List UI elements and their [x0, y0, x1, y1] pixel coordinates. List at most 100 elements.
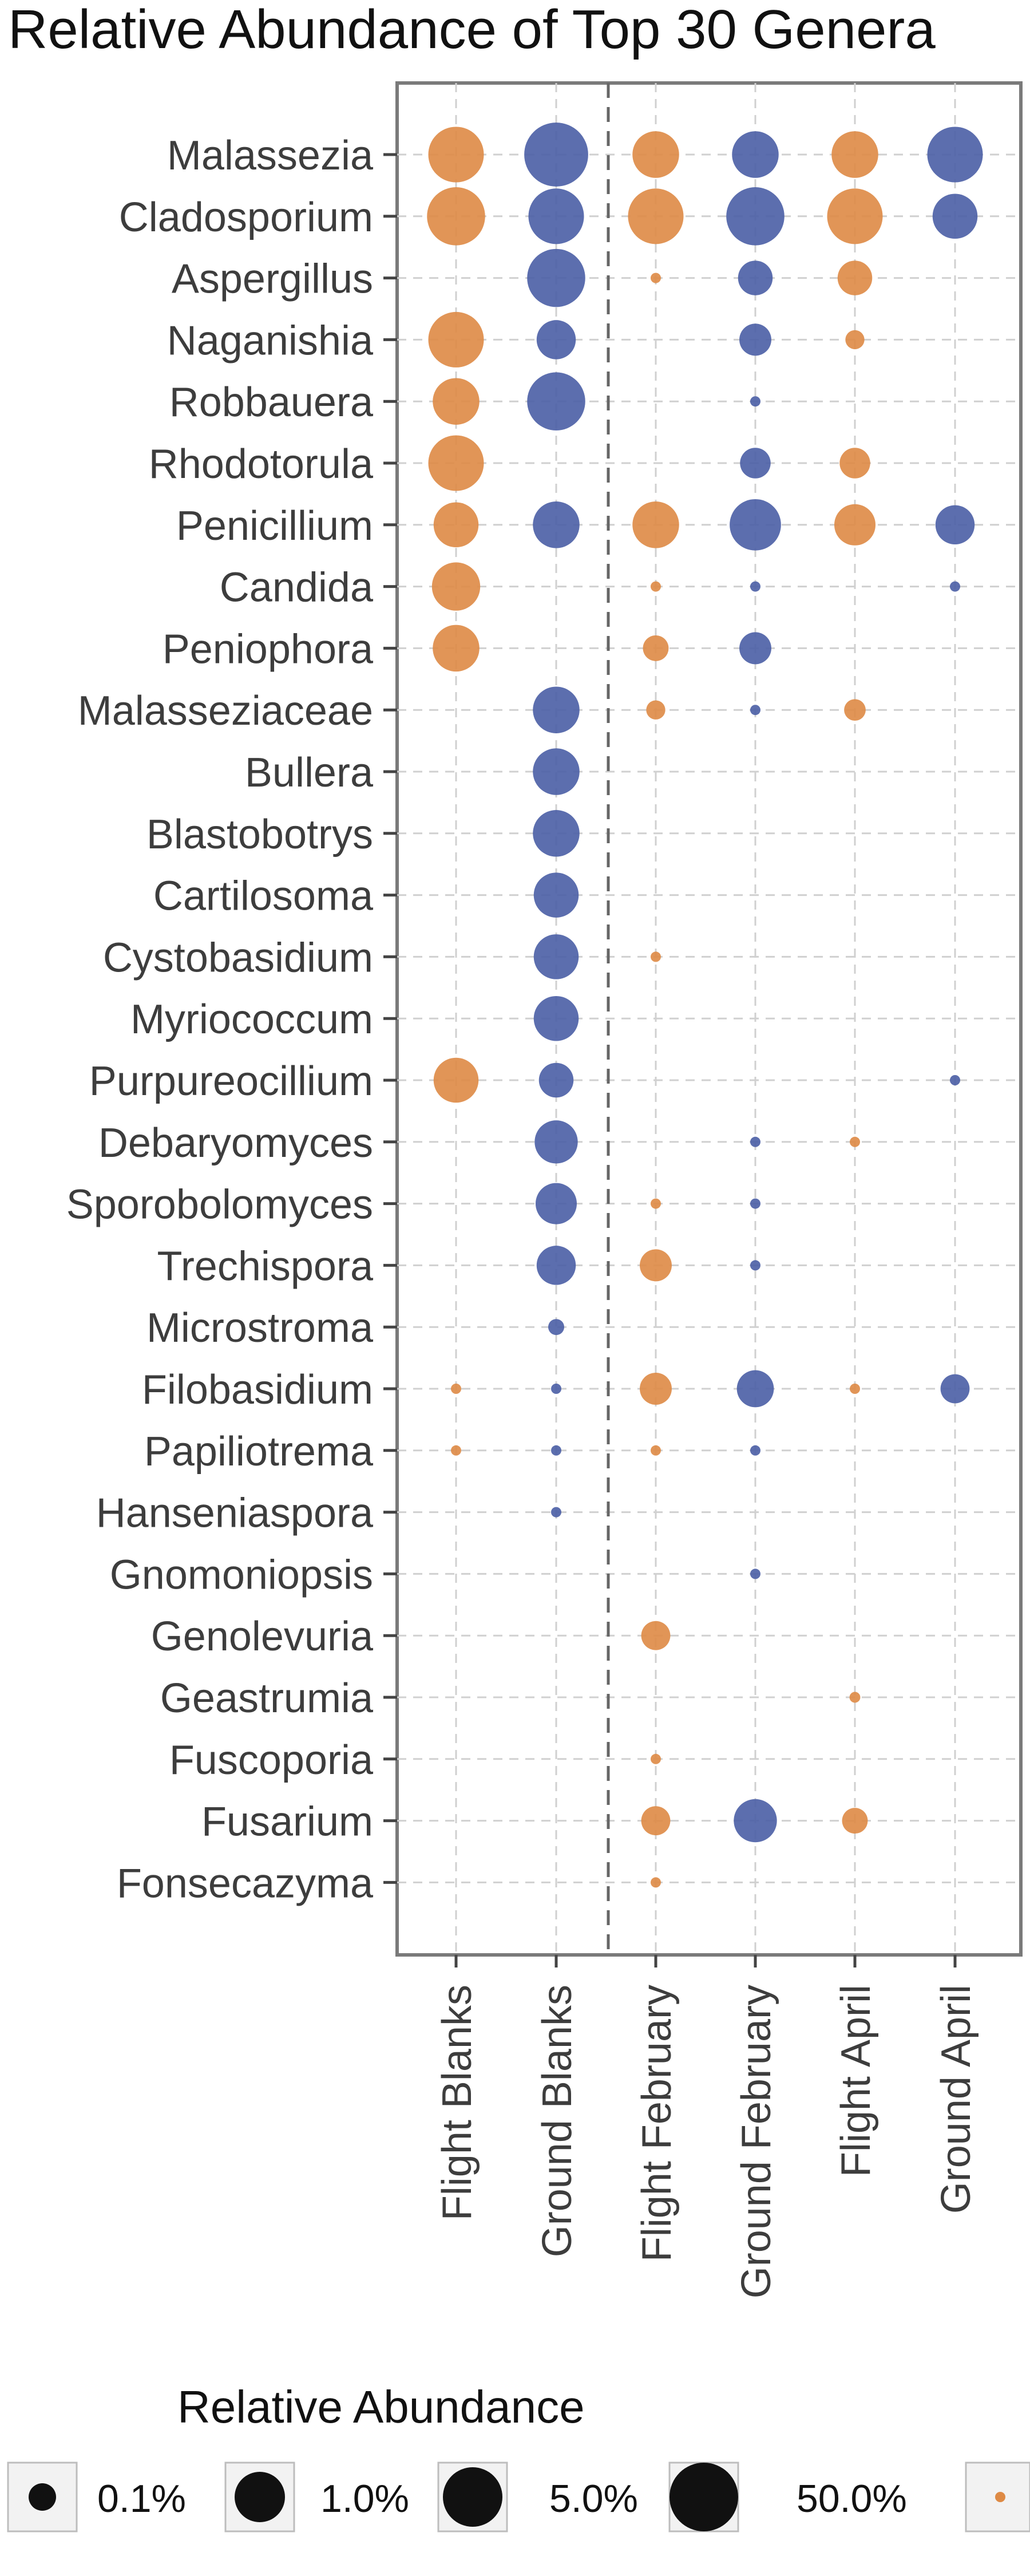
y-tick-label: Cystobasidium [103, 935, 373, 981]
bubble-malassezia-flight-april [831, 131, 878, 178]
legend-size-circle [29, 2483, 56, 2511]
bubble-robbauera-ground-blanks [527, 372, 585, 430]
x-tick-label: Flight April [833, 1985, 879, 2177]
bubble-peniophora-flight-february [643, 635, 669, 661]
bubble-malassezia-ground-blanks [524, 123, 588, 187]
bubble-naganishia-ground-blanks [536, 320, 576, 359]
bubble-candida-ground-april [950, 581, 960, 592]
x-tick-label: Ground February [734, 1985, 779, 2298]
x-tick-label: Flight Blanks [434, 1985, 480, 2221]
bubble-papiliotrema-flight-february [651, 1445, 661, 1456]
y-tick-label: Genolevuria [151, 1614, 374, 1660]
y-tick-label: Fuscoporia [169, 1737, 374, 1783]
bubble-filobasidium-flight-february [640, 1373, 672, 1405]
legend-size-circle [443, 2467, 502, 2527]
bubble-aspergillus-flight-april [837, 260, 873, 295]
bubble-malasseziaceae-flight-april [844, 699, 866, 721]
bubble-gnomoniopsis-ground-february [750, 1568, 760, 1579]
bubble-naganishia-ground-february [739, 323, 771, 356]
y-tick-label: Trechispora [157, 1243, 374, 1289]
x-tick-label: Flight February [634, 1985, 680, 2262]
bubble-trechispora-ground-blanks [536, 1246, 576, 1285]
y-tick-label: Aspergillus [172, 256, 373, 302]
y-tick-label: Geastrumia [160, 1676, 374, 1721]
bubble-malasseziaceae-ground-blanks [533, 686, 580, 733]
y-tick-label: Hanseniaspora [96, 1491, 374, 1536]
bubble-sporobolomyces-ground-february [750, 1198, 760, 1209]
bubble-malassezia-ground-february [732, 131, 779, 178]
bubble-cladosporium-ground-april [932, 193, 978, 239]
bubble-filobasidium-ground-april [940, 1374, 970, 1404]
bubble-penicillium-flight-february [632, 501, 679, 548]
y-tick-label: Papiliotrema [144, 1429, 374, 1475]
y-tick-label: Purpureocillium [89, 1058, 373, 1104]
bubble-hanseniaspora-ground-blanks [551, 1507, 561, 1518]
x-tick-label: Ground April [933, 1985, 979, 2214]
bubble-bullera-ground-blanks [533, 748, 580, 795]
y-tick-label: Debaryomyces [98, 1120, 373, 1166]
bubble-malasseziaceae-ground-february [750, 705, 760, 716]
x-axis-labels: Flight Blanks Ground Blanks Flight Februar… [434, 1955, 979, 2298]
y-tick-label: Fusarium [201, 1799, 373, 1845]
legend-size-circle [235, 2472, 285, 2522]
bubble-rhodotorula-ground-february [740, 448, 771, 479]
legend-label: 0.1% [97, 2477, 186, 2520]
x-tick-label: Ground Blanks [534, 1985, 580, 2257]
y-tick-label: Cladosporium [119, 195, 373, 240]
bubble-geastrumia-flight-april [849, 1692, 861, 1703]
bubble-fonsecazyma-flight-february [651, 1877, 661, 1888]
bubble-naganishia-flight-blanks [428, 311, 484, 368]
bubble-aspergillus-flight-february [651, 272, 661, 283]
bubble-cladosporium-ground-february [726, 187, 785, 246]
bubble-cladosporium-ground-blanks [528, 188, 584, 244]
bubble-purpureocillium-flight-blanks [433, 1057, 479, 1103]
bubble-malassezia-ground-april [927, 127, 983, 183]
bubble-debaryomyces-ground-february [750, 1136, 760, 1147]
bubble-aspergillus-ground-blanks [527, 248, 585, 307]
y-tick-label: Candida [220, 565, 374, 611]
bubble-layer [427, 123, 983, 1888]
bubble-fusarium-flight-february [641, 1806, 671, 1836]
bubble-cystobasidium-ground-blanks [533, 934, 579, 979]
bubble-peniophora-flight-blanks [433, 625, 480, 672]
bubble-purpureocillium-ground-blanks [538, 1062, 574, 1098]
y-axis-labels: Malassezia Cladosporium Aspergillus Naganis… [66, 133, 397, 1906]
bubble-papiliotrema-flight-blanks [451, 1445, 461, 1456]
legend-label: 1.0% [320, 2477, 409, 2520]
bubble-microstroma-ground-blanks [548, 1319, 564, 1336]
bubble-penicillium-flight-blanks [433, 502, 479, 548]
bubble-penicillium-flight-april [834, 504, 876, 546]
bubble-malasseziaceae-flight-february [646, 700, 665, 720]
y-tick-label: Robbauera [169, 380, 374, 425]
y-tick-label: Myriococcum [130, 997, 373, 1042]
grid-lines [397, 83, 1021, 1955]
legend-label: 5.0% [549, 2477, 638, 2520]
bubble-candida-flight-february [651, 581, 661, 592]
bubble-papiliotrema-ground-blanks [551, 1445, 561, 1456]
y-tick-label: Gnomoniopsis [110, 1552, 373, 1598]
bubble-genolevuria-flight-february [641, 1621, 671, 1650]
bubble-fusarium-flight-april [842, 1808, 868, 1834]
bubble-filobasidium-ground-february [736, 1370, 774, 1408]
y-tick-label: Naganishia [167, 318, 374, 364]
bubble-cartilosoma-ground-blanks [533, 872, 579, 918]
bubble-trechispora-ground-february [750, 1260, 760, 1271]
bubble-penicillium-ground-april [935, 505, 975, 545]
y-tick-label: Microstroma [146, 1305, 374, 1351]
bubble-purpureocillium-ground-april [950, 1075, 960, 1085]
bubble-candida-flight-blanks [431, 562, 481, 611]
bubble-cladosporium-flight-february [628, 188, 684, 244]
bubble-aspergillus-ground-february [738, 260, 773, 295]
bubble-malassezia-flight-february [632, 131, 679, 178]
bubble-rhodotorula-flight-blanks [428, 435, 484, 491]
y-tick-label: Sporobolomyces [66, 1182, 373, 1228]
bubble-myriococcum-ground-blanks [533, 995, 579, 1041]
bubble-robbauera-flight-blanks [433, 378, 480, 425]
bubble-penicillium-ground-blanks [533, 501, 580, 548]
bubble-robbauera-ground-february [750, 396, 760, 407]
legend-size-circle [670, 2463, 738, 2531]
size-legend: 0.1% 1.0% 5.0% 50.0% [7, 2462, 1030, 2532]
y-tick-label: Filobasidium [142, 1367, 373, 1413]
bubble-penicillium-ground-february [730, 499, 781, 551]
